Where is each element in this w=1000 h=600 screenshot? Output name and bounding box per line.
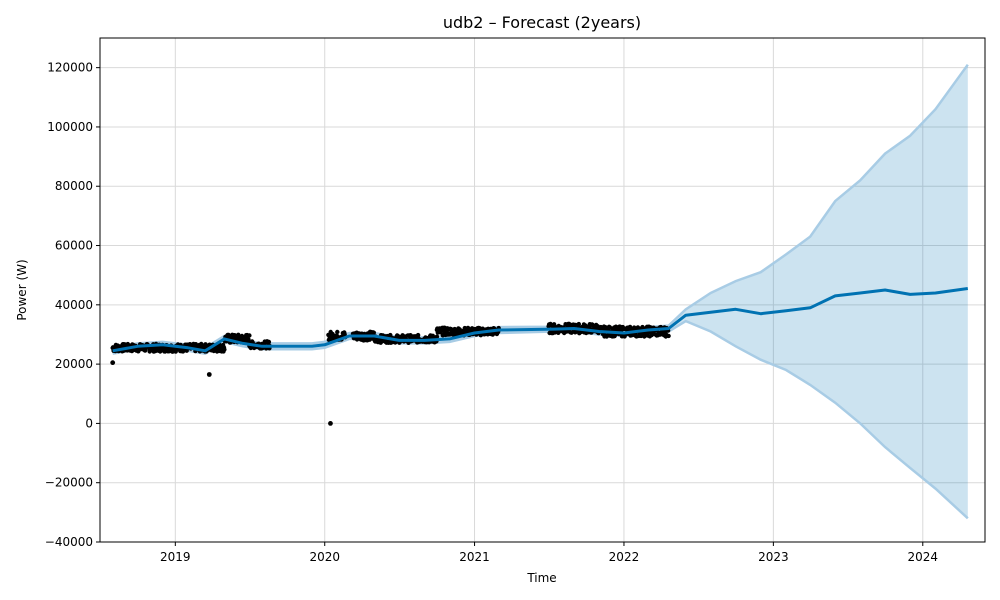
- observed-point: [330, 331, 335, 337]
- x-tick-label: 2024: [908, 550, 939, 564]
- observed-point: [607, 325, 613, 330]
- observed-point: [415, 332, 421, 338]
- y-axis-label: Power (W): [15, 259, 29, 320]
- y-tick-label: 40000: [55, 298, 93, 312]
- outlier-point: [328, 421, 333, 426]
- observed-point: [434, 334, 440, 339]
- y-tick-label: 0: [85, 416, 93, 430]
- observed-point: [143, 347, 148, 352]
- outlier-point: [110, 360, 116, 366]
- gridlines: [100, 38, 985, 543]
- forecast-line: [112, 287, 969, 353]
- observed-point: [576, 321, 581, 327]
- observed-segment: [326, 329, 348, 343]
- x-tick-label: 2022: [609, 550, 640, 564]
- observed-point: [222, 347, 227, 352]
- tick-labels: 2019 2020 2021 2022 2023 2024 −40000 −20000 0 200…: [45, 61, 938, 564]
- y-tick-label: −40000: [45, 535, 93, 549]
- y-tick-label: 100000: [47, 120, 93, 134]
- x-tick-label: 2021: [459, 550, 490, 564]
- observed-point: [335, 329, 340, 335]
- chart-title: udb2 – Forecast (2years): [443, 13, 641, 32]
- uncertainty-area: [112, 64, 968, 519]
- plot-frame: [99, 37, 986, 543]
- x-tick-label: 2019: [160, 550, 191, 564]
- observed-point: [266, 339, 272, 345]
- observed-point: [457, 327, 462, 332]
- observed-point: [247, 333, 252, 338]
- x-axis-label: Time: [526, 571, 556, 585]
- observed-point: [666, 333, 671, 339]
- x-tick-label: 2020: [309, 550, 340, 564]
- x-tick-label: 2023: [758, 550, 789, 564]
- observed-point: [371, 330, 376, 335]
- y-tick-label: 60000: [55, 239, 93, 253]
- axes: [96, 37, 986, 546]
- y-tick-label: 120000: [47, 61, 93, 75]
- forecast-line-layer: [112, 287, 969, 353]
- y-tick-label: 20000: [55, 357, 93, 371]
- outlier-point: [206, 372, 212, 377]
- y-tick-label: −20000: [45, 476, 93, 490]
- y-tick-label: 80000: [55, 179, 93, 193]
- lower-bound-line: [112, 319, 969, 520]
- observed-point: [246, 337, 251, 342]
